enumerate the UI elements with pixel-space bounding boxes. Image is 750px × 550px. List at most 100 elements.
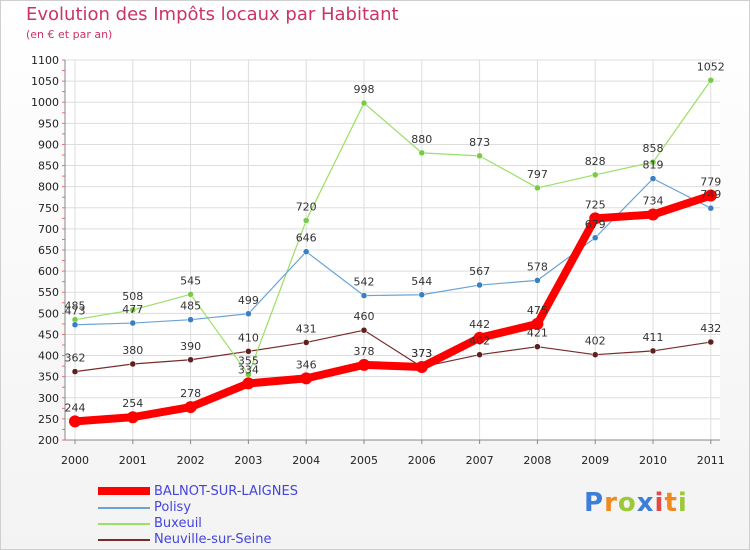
y-tick-label: 1000 [31, 96, 59, 109]
y-tick-label: 750 [38, 202, 59, 215]
data-label-polisy: 578 [527, 260, 548, 273]
data-label-neuville-sur-seine: 402 [469, 335, 490, 348]
chart-title: Evolution des Impôts locaux par Habitant [26, 4, 399, 25]
data-point-neuville-sur-seine [245, 348, 252, 355]
data-label-balnot-sur-laignes: 373 [411, 347, 432, 360]
data-point-buxeuil [707, 77, 715, 84]
data-label-polisy: 477 [122, 303, 143, 316]
y-tick-label: 200 [38, 434, 59, 447]
data-label-polisy: 473 [65, 305, 86, 318]
series-line-balnot-sur-laignes [71, 191, 715, 426]
data-point-polisy [418, 291, 426, 299]
y-tick-label: 400 [38, 350, 59, 363]
data-point-buxeuil [187, 291, 194, 298]
x-tick-label: 2003 [234, 454, 262, 467]
data-point-balnot-sur-laignes [126, 411, 139, 424]
data-label-buxeuil: 797 [527, 168, 548, 181]
data-label-balnot-sur-laignes: 725 [585, 198, 606, 211]
data-label-balnot-sur-laignes: 734 [643, 195, 664, 208]
y-tick-label: 450 [38, 328, 59, 341]
data-point-neuville-sur-seine [360, 326, 368, 334]
data-label-buxeuil: 1052 [697, 60, 725, 73]
data-label-balnot-sur-laignes: 346 [296, 358, 317, 371]
data-label-neuville-sur-seine: 390 [180, 340, 201, 353]
legend: BALNOT-SUR-LAIGNES Polisy Buxeuil Neuville-… [98, 484, 398, 548]
data-point-buxeuil [360, 99, 368, 107]
data-label-balnot-sur-laignes: 779 [700, 176, 721, 189]
legend-item: Polisy [98, 500, 398, 516]
x-tick-label: 2005 [350, 454, 378, 467]
data-label-buxeuil: 880 [411, 133, 432, 146]
x-tick-label: 2006 [408, 454, 436, 467]
data-point-polisy [707, 204, 715, 212]
data-label-neuville-sur-seine: 431 [296, 322, 317, 335]
data-label-buxeuil: 720 [296, 200, 317, 213]
data-point-balnot-sur-laignes [704, 189, 717, 202]
data-point-balnot-sur-laignes [473, 331, 486, 344]
data-label-buxeuil: 508 [122, 290, 143, 303]
y-tick-label: 800 [38, 181, 59, 194]
y-tick-label: 900 [38, 138, 59, 151]
y-tick-label: 550 [38, 286, 59, 299]
data-point-balnot-sur-laignes [531, 317, 544, 330]
data-point-neuville-sur-seine [534, 343, 541, 350]
data-label-buxeuil: 485 [65, 300, 86, 313]
data-point-polisy [187, 316, 194, 323]
data-point-buxeuil [129, 306, 137, 314]
legend-swatch [98, 487, 150, 495]
data-label-polisy: 485 [180, 300, 201, 313]
data-label-polisy: 819 [643, 159, 664, 172]
data-point-neuville-sur-seine [129, 360, 137, 368]
y-tick-label: 700 [38, 223, 59, 236]
data-point-balnot-sur-laignes [184, 401, 197, 414]
legend-item: Buxeuil [98, 516, 398, 532]
data-point-buxeuil [534, 184, 541, 192]
y-tick-label: 500 [38, 307, 59, 320]
legend-swatch [98, 523, 150, 525]
data-label-buxeuil: 828 [585, 155, 606, 168]
x-tick-label: 2008 [523, 454, 551, 467]
logo-letter: r [604, 488, 618, 518]
data-point-polisy [71, 321, 79, 328]
proxiti-logo: Proxiti [584, 488, 688, 518]
data-point-polisy [245, 310, 252, 318]
data-label-balnot-sur-laignes: 244 [65, 401, 86, 414]
legend-label: Polisy [154, 500, 192, 515]
data-point-buxeuil [302, 217, 310, 224]
series-line-polisy [74, 178, 712, 326]
data-label-buxeuil: 873 [469, 136, 490, 149]
y-tick-label: 600 [38, 265, 59, 278]
data-point-buxeuil [418, 149, 426, 157]
data-label-polisy: 499 [238, 294, 259, 307]
data-point-neuville-sur-seine [591, 351, 599, 358]
data-point-buxeuil [649, 158, 657, 166]
data-point-neuville-sur-seine [476, 351, 483, 358]
data-point-polisy [649, 175, 657, 182]
x-tick-label: 2007 [466, 454, 494, 467]
y-tick-label: 350 [38, 371, 59, 384]
data-point-buxeuil [476, 152, 483, 160]
data-label-buxeuil: 998 [354, 83, 375, 96]
legend-label: Buxeuil [154, 516, 202, 531]
data-label-balnot-sur-laignes: 334 [238, 363, 259, 376]
series-line-neuville-sur-seine [74, 329, 712, 373]
data-label-neuville-sur-seine: 362 [65, 352, 86, 365]
logo-letter: i [654, 488, 665, 518]
logo-letter: o [617, 488, 637, 518]
y-tick-label: 850 [38, 160, 59, 173]
data-point-neuville-sur-seine [302, 339, 310, 346]
data-point-neuville-sur-seine [649, 347, 657, 355]
data-label-neuville-sur-seine: 402 [585, 335, 606, 348]
data-point-balnot-sur-laignes [415, 360, 428, 373]
data-label-balnot-sur-laignes: 442 [469, 318, 490, 331]
data-label-balnot-sur-laignes: 475 [527, 304, 548, 317]
data-label-balnot-sur-laignes: 254 [122, 397, 143, 410]
chart-subtitle: (en € et par an) [26, 28, 113, 41]
logo-letter: t [664, 488, 678, 518]
legend-swatch [98, 539, 150, 541]
data-point-polisy [302, 248, 310, 255]
data-point-balnot-sur-laignes [69, 415, 81, 428]
data-point-neuville-sur-seine [71, 368, 79, 375]
legend-swatch [98, 507, 150, 509]
